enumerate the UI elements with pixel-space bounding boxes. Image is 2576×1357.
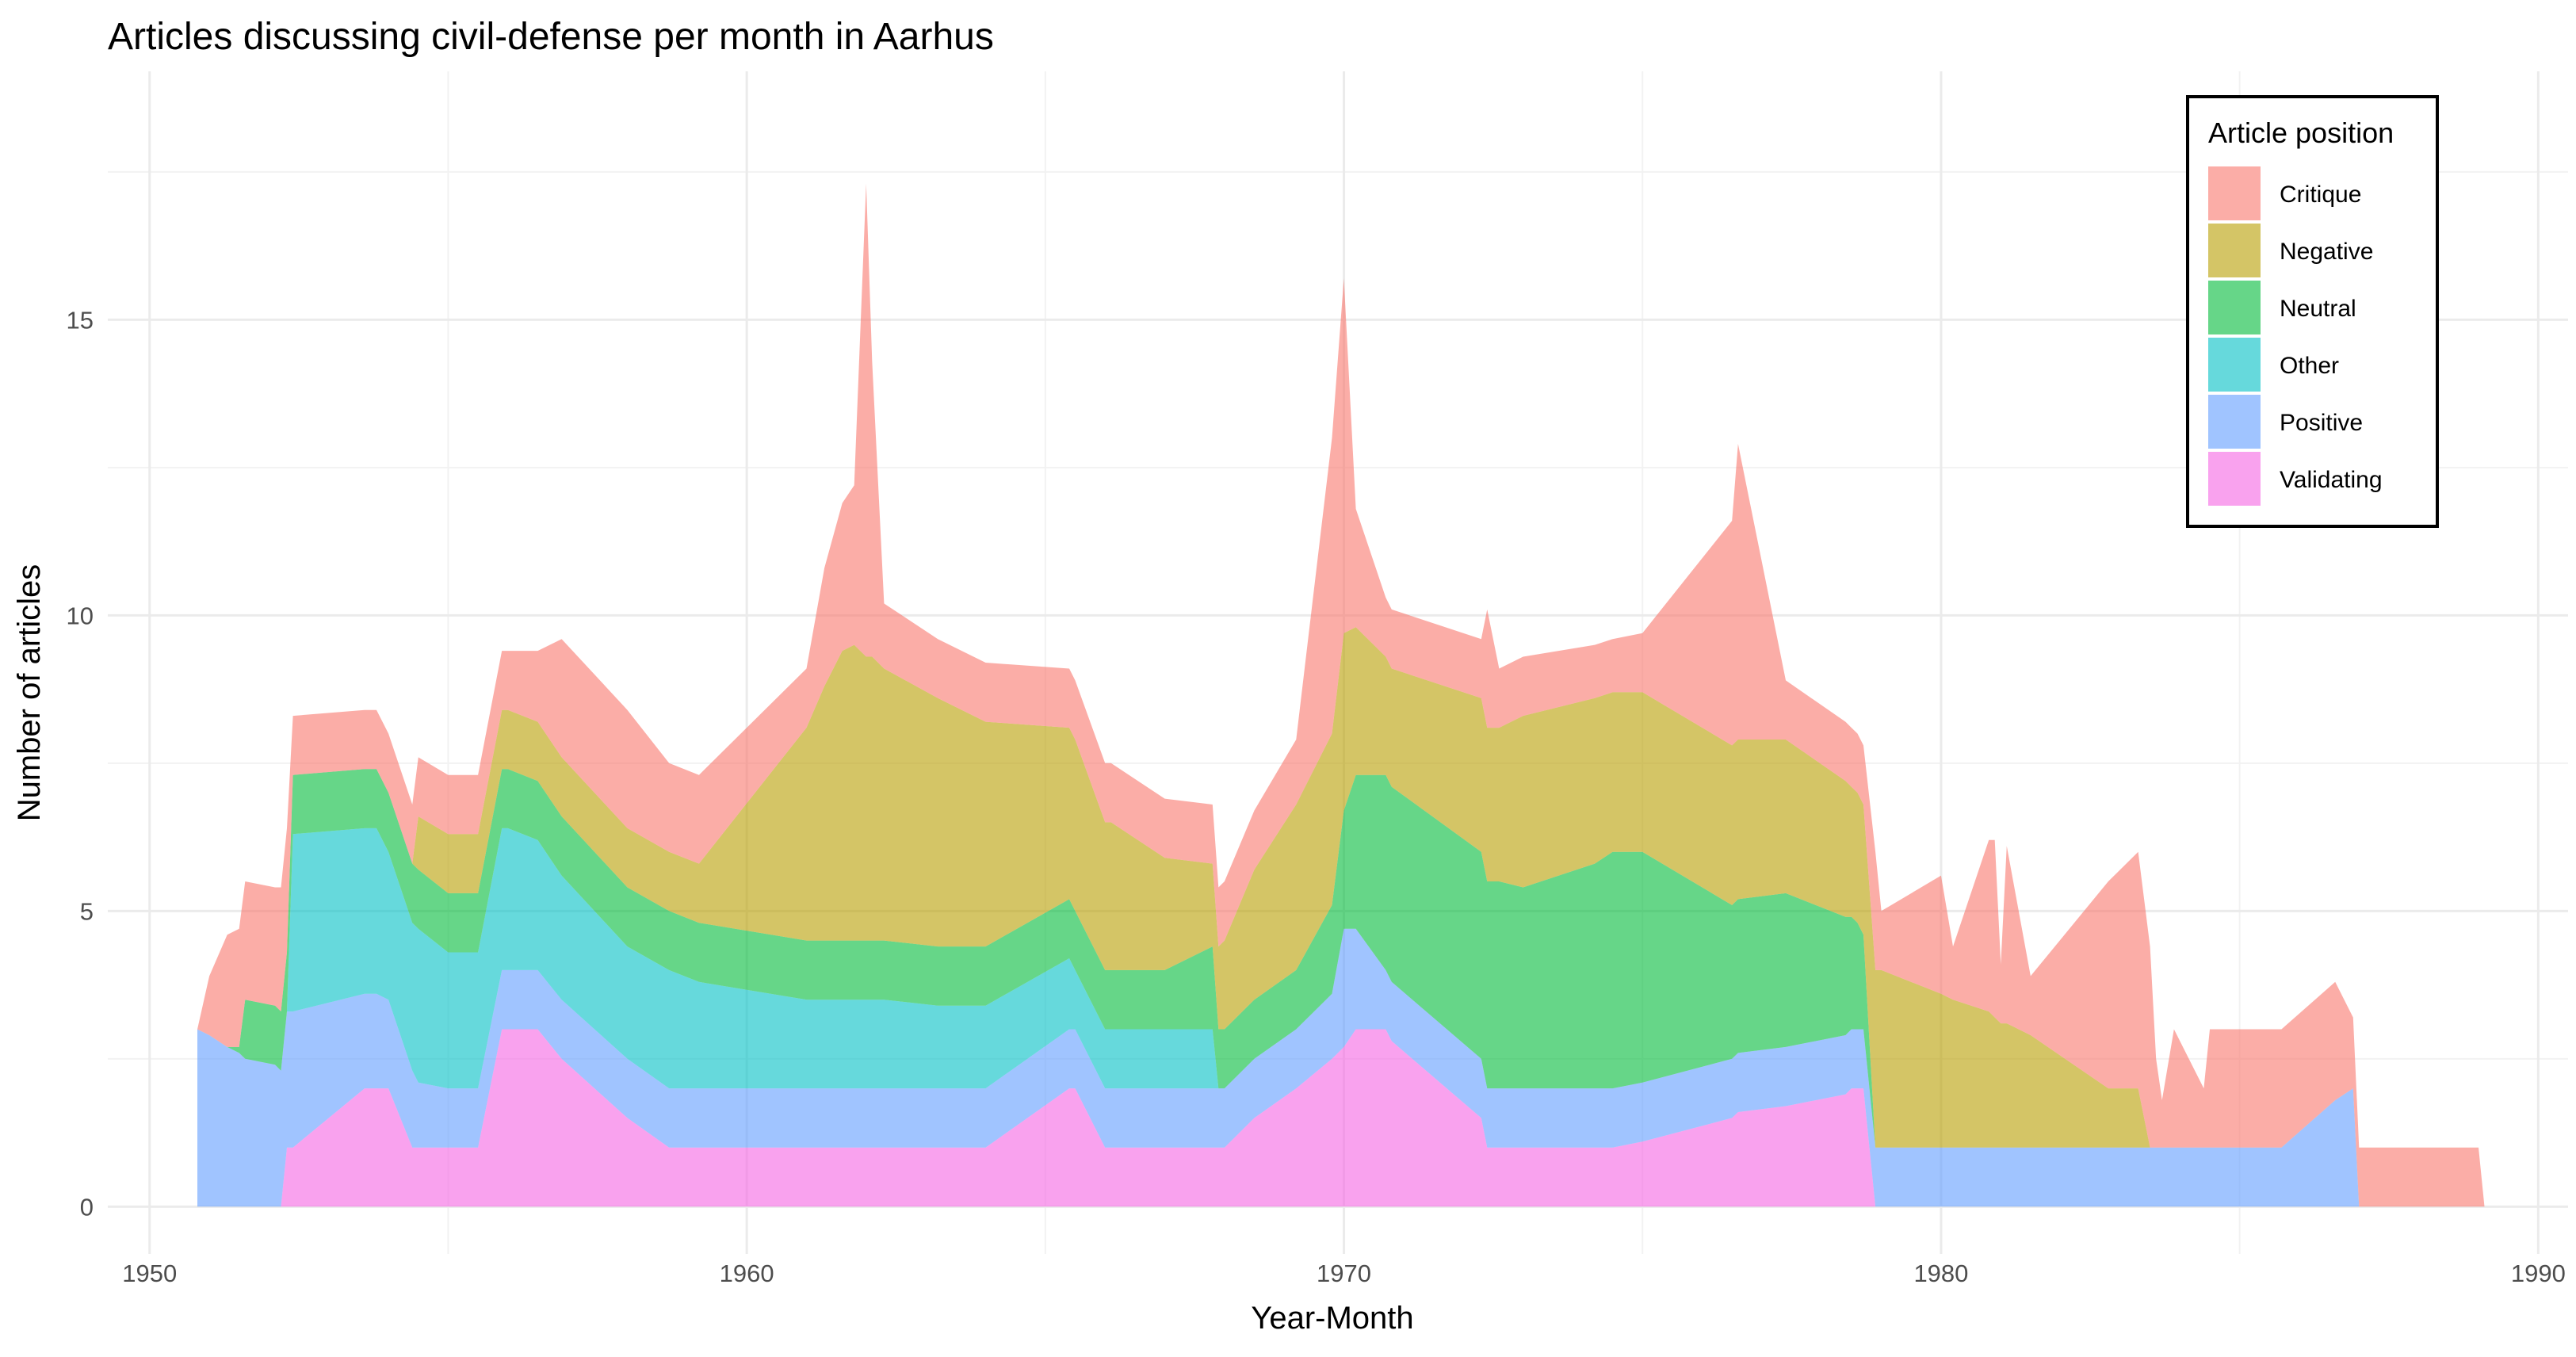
area-other	[197, 828, 2485, 1207]
x-tick-label: 1990	[2511, 1260, 2566, 1287]
y-axis-ticks: 0 5 10 15	[67, 306, 94, 1221]
legend: Article position Critique Negative Neutral…	[2186, 95, 2439, 528]
legend-key-other	[2208, 338, 2261, 392]
legend-label-negative: Negative	[2280, 239, 2373, 265]
x-tick-label: 1970	[1317, 1260, 1371, 1287]
y-tick-label: 15	[67, 306, 94, 334]
legend-label-validating: Validating	[2280, 467, 2383, 493]
y-tick-label: 10	[67, 602, 94, 629]
y-axis-title: Number of articles	[12, 564, 47, 822]
stacked-areas	[197, 183, 2485, 1207]
legend-key-neutral	[2208, 281, 2261, 334]
x-axis-title: Year-Month	[1251, 1301, 1413, 1336]
y-tick-label: 5	[80, 897, 94, 925]
legend-key-positive	[2208, 395, 2261, 449]
legend-key-critique	[2208, 166, 2261, 220]
area-neutral	[197, 769, 2485, 1207]
area-critique	[197, 183, 2485, 1207]
legend-title: Article position	[2208, 117, 2394, 149]
area-validating	[197, 1029, 2485, 1207]
legend-label-neutral: Neutral	[2280, 296, 2356, 322]
x-tick-label: 1980	[1913, 1260, 1968, 1287]
x-tick-label: 1950	[122, 1260, 177, 1287]
x-tick-label: 1960	[720, 1260, 774, 1287]
legend-label-other: Other	[2280, 353, 2339, 379]
legend-key-validating	[2208, 452, 2261, 506]
legend-key-negative	[2208, 224, 2261, 277]
legend-items: Critique Negative Neutral Other Positive Vali…	[2208, 166, 2383, 506]
area-negative	[197, 627, 2485, 1207]
x-axis-ticks: 1950 1960 1970 1980 1990	[122, 1260, 2566, 1287]
area-positive	[197, 928, 2485, 1207]
legend-label-positive: Positive	[2280, 410, 2363, 436]
chart-title: Articles discussing civil-defense per mo…	[108, 16, 994, 58]
legend-label-critique: Critique	[2280, 182, 2361, 208]
y-tick-label: 0	[80, 1193, 94, 1221]
